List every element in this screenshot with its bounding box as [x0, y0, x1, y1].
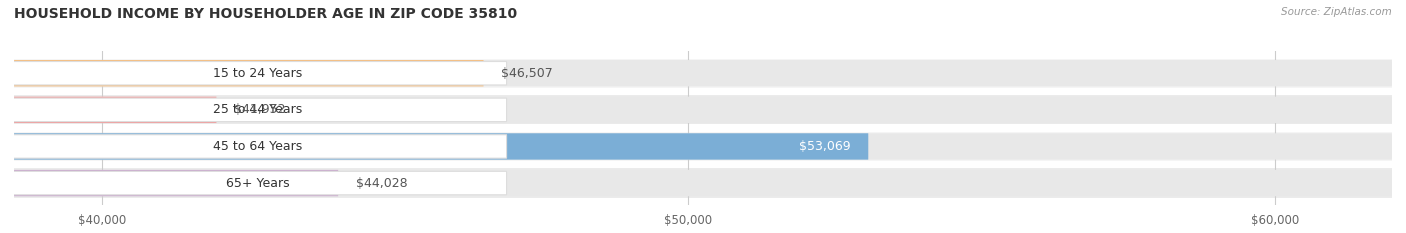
Bar [14, 95, 1392, 124]
FancyBboxPatch shape [14, 133, 1392, 160]
Text: 25 to 44 Years: 25 to 44 Years [212, 103, 302, 116]
Text: 15 to 24 Years: 15 to 24 Years [212, 67, 302, 80]
Text: HOUSEHOLD INCOME BY HOUSEHOLDER AGE IN ZIP CODE 35810: HOUSEHOLD INCOME BY HOUSEHOLDER AGE IN Z… [14, 7, 517, 21]
FancyBboxPatch shape [8, 98, 506, 122]
FancyBboxPatch shape [14, 60, 484, 86]
Text: 65+ Years: 65+ Years [225, 177, 290, 190]
FancyBboxPatch shape [8, 171, 506, 195]
FancyBboxPatch shape [8, 62, 506, 85]
Text: Source: ZipAtlas.com: Source: ZipAtlas.com [1281, 7, 1392, 17]
Text: $53,069: $53,069 [799, 140, 851, 153]
FancyBboxPatch shape [8, 135, 506, 158]
FancyBboxPatch shape [14, 170, 1392, 196]
Bar [14, 58, 1392, 88]
FancyBboxPatch shape [14, 97, 1392, 123]
FancyBboxPatch shape [14, 133, 869, 160]
Text: $41,952: $41,952 [233, 103, 285, 116]
Text: $44,028: $44,028 [356, 177, 408, 190]
Text: $46,507: $46,507 [501, 67, 553, 80]
FancyBboxPatch shape [14, 60, 1392, 86]
Text: 45 to 64 Years: 45 to 64 Years [212, 140, 302, 153]
Bar [14, 132, 1392, 161]
FancyBboxPatch shape [14, 170, 339, 196]
Bar [14, 168, 1392, 198]
FancyBboxPatch shape [14, 97, 217, 123]
